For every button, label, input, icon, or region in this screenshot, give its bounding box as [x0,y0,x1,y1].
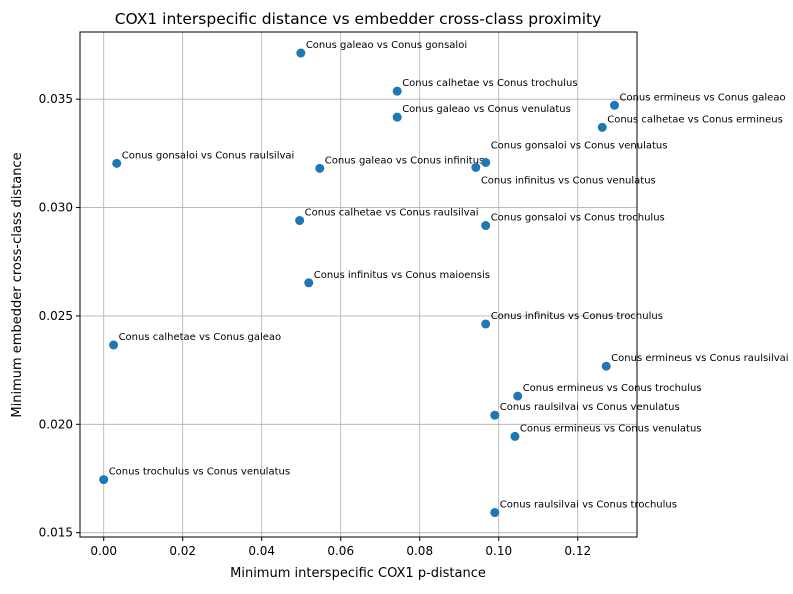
data-point [490,508,500,518]
point-label: Conus calhetae vs Conus ermineus [607,114,783,125]
data-point [392,86,402,96]
x-tick-label: 0.10 [485,544,512,558]
data-point [490,410,500,420]
point-label: Conus gonsaloi vs Conus raulsilvai [122,150,295,161]
point-label: Conus galeao vs Conus gonsaloi [306,40,467,51]
point-label: Conus calhetae vs Conus galeao [119,332,282,343]
point-label: Conus galeao vs Conus venulatus [402,104,571,115]
point-label: Conus ermineus vs Conus raulsilvai [611,353,788,364]
chart-title: COX1 interspecific distance vs embedder … [115,10,602,28]
point-label: Conus ermineus vs Conus venulatus [520,423,702,434]
data-point [609,100,619,110]
data-point [99,475,109,485]
data-point [296,48,306,58]
point-label: Conus raulsilvai vs Conus trochulus [500,500,677,511]
point-label: Conus gonsaloi vs Conus trochulus [491,213,665,224]
data-point [295,216,305,226]
point-label: Conus calhetae vs Conus trochulus [402,78,577,89]
point-label: Conus raulsilvai vs Conus venulatus [500,402,680,413]
data-point [109,340,119,350]
x-tick-label: 0.06 [327,544,354,558]
data-point [510,431,520,441]
point-label: Conus galeao vs Conus infinitus [325,155,484,166]
x-tick-label: 0.12 [564,544,591,558]
data-point [601,361,611,371]
data-point [471,162,481,172]
data-point [597,122,607,132]
data-point [304,278,314,288]
x-tick-label: 0.02 [169,544,196,558]
plot-frame [79,31,638,538]
x-tick-label: 0.04 [248,544,275,558]
y-tick-label: 0.015 [39,526,73,540]
point-label: Conus infinitus vs Conus trochulus [491,311,663,322]
x-axis-label: Minimum interspecific COX1 p-distance [230,566,486,581]
data-point [481,157,491,167]
point-label: Conus ermineus vs Conus galeao [619,92,785,103]
point-label: Conus ermineus vs Conus trochulus [523,383,702,394]
data-point [315,163,325,173]
data-point [513,391,523,401]
x-tick-label: 0.00 [90,544,117,558]
x-tick-label: 0.08 [406,544,433,558]
point-label: Conus trochulus vs Conus venulatus [109,467,290,478]
y-tick-label: 0.030 [39,201,73,215]
y-tick-label: 0.020 [39,417,73,431]
point-label: Conus infinitus vs Conus venulatus [481,175,656,186]
point-label: Conus gonsaloi vs Conus venulatus [491,140,668,151]
data-point [481,319,491,329]
data-point [112,158,122,168]
y-axis-label: Minimum embedder cross-class distance [10,152,25,417]
data-point [481,221,491,231]
point-label: Conus infinitus vs Conus maioensis [314,270,490,281]
y-tick-label: 0.035 [39,92,73,106]
y-tick-label: 0.025 [39,309,73,323]
point-label: Conus calhetae vs Conus raulsilvai [305,208,479,219]
data-point [392,112,402,122]
